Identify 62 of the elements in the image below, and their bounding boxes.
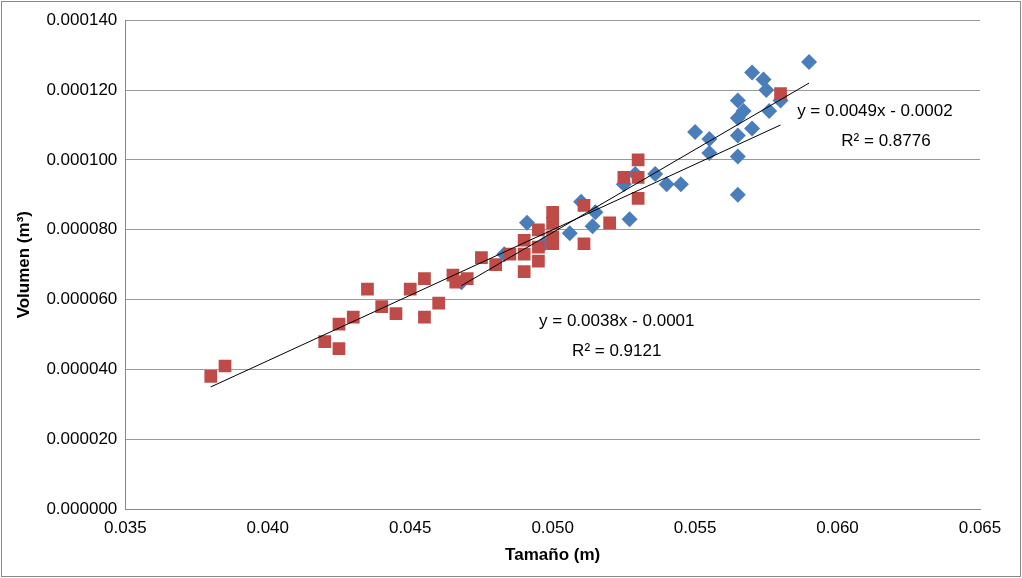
x-tick-label: 0.035 <box>104 518 147 538</box>
x-tick-label: 0.065 <box>958 518 1002 538</box>
point <box>475 251 488 265</box>
point <box>729 92 746 109</box>
point <box>584 218 601 235</box>
point <box>418 310 431 324</box>
y-tick-label: 0.000060 <box>46 289 118 309</box>
point <box>621 211 638 228</box>
annotation: R² = 0.8776 <box>841 131 931 151</box>
y-tick-label: 0.000140 <box>46 9 118 29</box>
x-tick-label: 0.060 <box>816 518 859 538</box>
y-tick-label: 0.000080 <box>46 219 118 239</box>
annotation: y = 0.0049x - 0.0002 <box>797 101 953 121</box>
point <box>389 307 403 320</box>
point <box>735 103 752 120</box>
point <box>577 237 591 251</box>
y-tick-label: 0.000020 <box>46 429 118 449</box>
point <box>432 296 446 310</box>
point <box>631 191 645 205</box>
point <box>603 216 616 230</box>
point <box>758 82 775 99</box>
point <box>801 54 818 71</box>
point <box>449 275 463 289</box>
point <box>532 223 545 237</box>
point <box>318 335 332 348</box>
point <box>561 225 578 242</box>
point <box>532 240 545 254</box>
y-tick-label: 0.000000 <box>46 498 118 518</box>
point <box>729 148 746 165</box>
point <box>617 171 631 184</box>
point <box>729 186 746 203</box>
point <box>701 144 718 161</box>
annotation: R² = 0.9121 <box>572 340 662 360</box>
point <box>517 265 531 279</box>
point <box>658 176 675 193</box>
point <box>204 370 218 383</box>
point <box>332 342 346 355</box>
point <box>729 127 746 144</box>
point <box>577 198 591 212</box>
x-axis-title: Tamaño (m) <box>505 545 601 565</box>
point <box>744 64 761 81</box>
x-tick-label: 0.055 <box>673 518 717 538</box>
point <box>774 87 787 100</box>
point <box>418 272 431 286</box>
point <box>361 282 374 296</box>
y-tick-label: 0.000100 <box>46 149 118 169</box>
point <box>687 123 704 140</box>
y-tick-label: 0.000040 <box>46 359 118 379</box>
point <box>546 216 560 230</box>
point <box>519 214 536 231</box>
y-axis-title: Volumen (m³) <box>13 211 33 319</box>
point <box>744 120 761 137</box>
x-tick-label: 0.050 <box>531 518 574 538</box>
annotation: y = 0.0038x - 0.0001 <box>539 310 695 330</box>
point <box>403 282 417 296</box>
point <box>546 237 560 251</box>
point <box>672 176 689 193</box>
x-tick-label: 0.040 <box>246 518 290 538</box>
point <box>532 254 545 268</box>
x-tick-label: 0.045 <box>388 518 432 538</box>
y-tick-label: 0.000120 <box>46 79 118 99</box>
point <box>517 247 531 261</box>
